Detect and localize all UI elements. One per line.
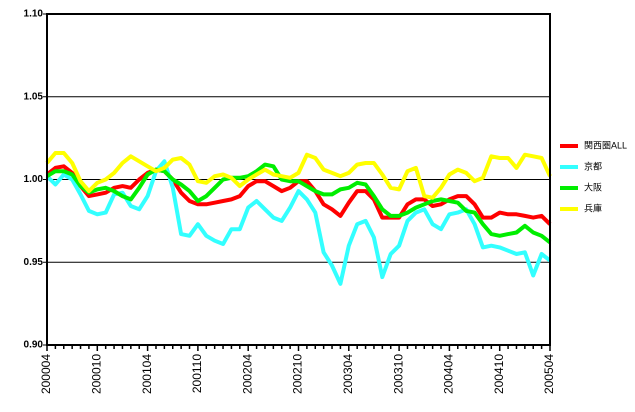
x-tick-label: 200504 <box>542 354 556 394</box>
legend-label: 大阪 <box>584 181 602 192</box>
y-tick-label: 1.00 <box>24 174 44 185</box>
series-line <box>45 151 552 200</box>
y-tick-label: 1.10 <box>24 9 44 20</box>
x-tick-label: 200304 <box>341 354 355 394</box>
plot-border <box>46 13 551 346</box>
legend-label: 京都 <box>584 160 602 171</box>
x-tick-label: 200010 <box>89 354 103 394</box>
series-line <box>45 162 552 244</box>
x-tick-label: 200110 <box>190 354 204 393</box>
y-tick-label: 0.90 <box>24 340 44 351</box>
x-tick-label: 200404 <box>442 354 456 394</box>
y-tick-label: 0.95 <box>24 257 44 268</box>
x-tick-label: 200204 <box>240 354 254 394</box>
x-tick-label: 200410 <box>492 354 506 394</box>
x-tick-label: 200210 <box>291 354 305 394</box>
legend-label: 関西圏ALL <box>584 140 627 150</box>
x-tick-label: 200004 <box>39 354 53 394</box>
x-tick-label: 200310 <box>391 354 405 394</box>
legend-label: 兵庫 <box>584 202 602 213</box>
x-tick-label: 200104 <box>140 354 154 394</box>
y-tick-label: 1.05 <box>24 91 44 102</box>
